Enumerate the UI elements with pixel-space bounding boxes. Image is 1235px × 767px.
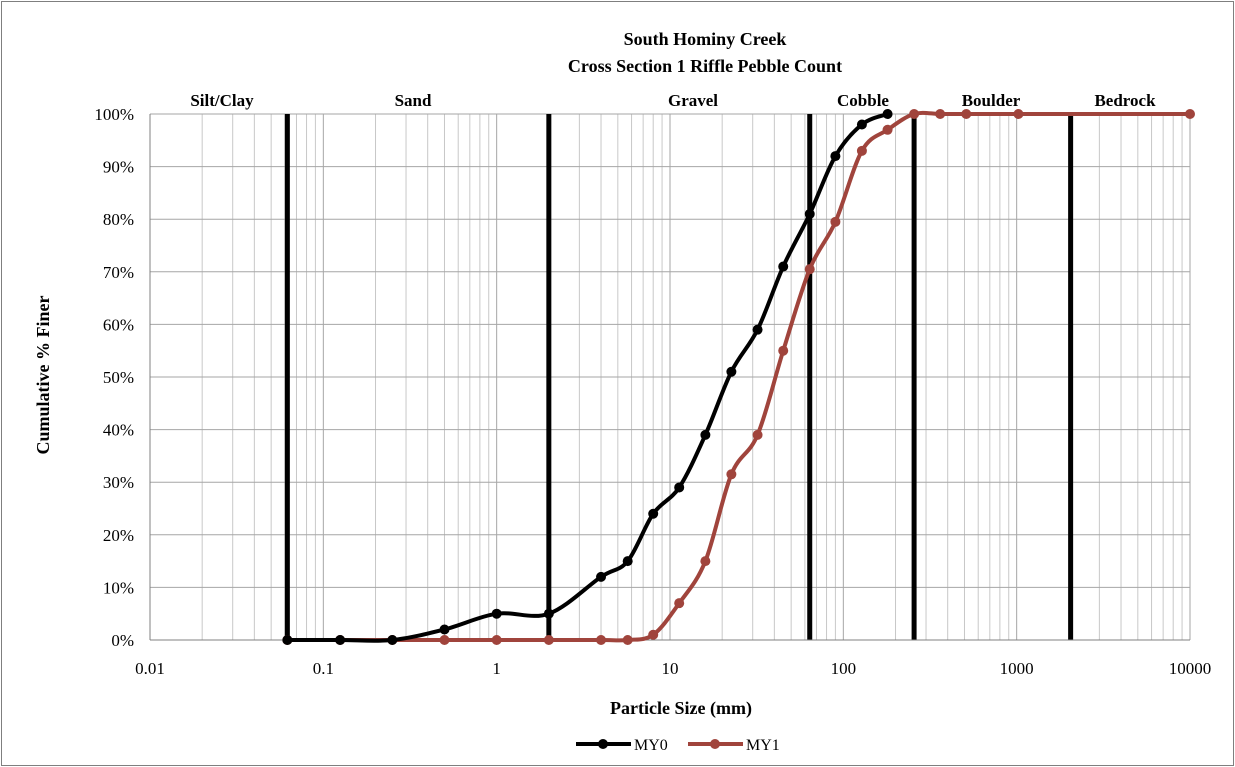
data-point-my1 xyxy=(882,124,893,135)
zone-label: Boulder xyxy=(962,91,1021,110)
data-point-my1 xyxy=(909,109,920,119)
chart-title: South Hominy Creek xyxy=(624,29,787,49)
data-point-my1 xyxy=(700,556,711,567)
data-point-my1 xyxy=(596,635,607,645)
data-point-my0 xyxy=(491,608,502,619)
y-tick-label: 90% xyxy=(103,158,134,177)
zone-label: Bedrock xyxy=(1094,91,1156,110)
y-tick-label: 80% xyxy=(103,210,134,229)
data-point-my0 xyxy=(622,556,633,567)
y-axis-label: Cumulative % Finer xyxy=(33,296,53,455)
data-point-my1 xyxy=(1185,109,1195,119)
zone-labels: Silt/Clay Sand Gravel Cobble Boulder Bedrock xyxy=(190,91,1156,110)
x-axis-label: Particle Size (mm) xyxy=(610,698,752,719)
y-tick-label: 100% xyxy=(94,105,134,124)
data-point-my0 xyxy=(596,571,607,582)
data-point-my0 xyxy=(700,429,711,440)
data-point-my0 xyxy=(726,366,737,377)
y-tick-label: 30% xyxy=(103,473,134,492)
y-tick-label: 60% xyxy=(103,315,134,334)
data-point-my1 xyxy=(439,635,450,645)
y-tick-label: 20% xyxy=(103,526,134,545)
data-point-my0 xyxy=(439,624,450,635)
legend-marker-my1 xyxy=(710,739,720,749)
data-point-my1 xyxy=(543,635,554,645)
series-lines xyxy=(282,109,1195,645)
x-tick-label: 1000 xyxy=(1000,659,1034,678)
data-point-my1 xyxy=(935,109,946,119)
x-tick-label: 100 xyxy=(831,659,857,678)
data-point-my1 xyxy=(622,635,633,645)
data-point-my1 xyxy=(830,216,841,227)
data-point-my0 xyxy=(804,208,815,219)
data-point-my0 xyxy=(830,151,841,162)
x-tick-label: 0.01 xyxy=(135,659,165,678)
x-tick-label: 0.1 xyxy=(313,659,334,678)
data-point-my1 xyxy=(674,598,685,609)
data-point-my0 xyxy=(778,261,789,272)
data-point-my1 xyxy=(491,635,502,645)
y-tick-label: 0% xyxy=(111,631,134,650)
data-point-my1 xyxy=(752,429,763,440)
y-tick-label: 40% xyxy=(103,421,134,440)
data-point-my1 xyxy=(804,264,815,275)
tick-labels: 0% 10% 20% 30% 40% 50% 60% 70% 80% 90% 100% 0.01 0.1… xyxy=(94,105,1211,678)
legend-marker-my0 xyxy=(598,739,608,749)
data-point-my0 xyxy=(648,508,659,519)
x-tick-label: 10000 xyxy=(1169,659,1212,678)
legend-label-my1: MY1 xyxy=(746,737,780,754)
data-point-my1 xyxy=(1013,109,1024,119)
data-point-my1 xyxy=(961,109,972,119)
y-tick-label: 10% xyxy=(103,578,134,597)
data-point-my1 xyxy=(648,629,659,640)
chart-subtitle: Cross Section 1 Riffle Pebble Count xyxy=(568,56,842,76)
zone-boundaries xyxy=(284,114,1074,640)
data-point-my0 xyxy=(282,635,293,645)
x-tick-label: 10 xyxy=(662,659,679,678)
y-tick-label: 50% xyxy=(103,368,134,387)
grid-lines xyxy=(149,113,1191,641)
data-point-my0 xyxy=(856,119,867,130)
legend-label-my0: MY0 xyxy=(634,737,668,754)
data-point-my0 xyxy=(752,324,763,335)
data-point-my0 xyxy=(674,482,685,493)
data-point-my1 xyxy=(726,469,737,480)
data-point-my0 xyxy=(387,635,398,645)
legend: MY0 MY1 xyxy=(576,737,780,754)
zone-label: Cobble xyxy=(837,91,889,110)
zone-label: Silt/Clay xyxy=(190,91,254,110)
data-point-my1 xyxy=(778,345,789,356)
data-point-my0 xyxy=(335,635,346,645)
data-point-my0 xyxy=(882,109,893,119)
zone-label: Sand xyxy=(395,91,432,110)
data-point-my0 xyxy=(543,608,554,619)
x-tick-label: 1 xyxy=(492,659,501,678)
data-point-my1 xyxy=(856,145,867,156)
y-tick-label: 70% xyxy=(103,263,134,282)
zone-label: Gravel xyxy=(668,91,718,110)
